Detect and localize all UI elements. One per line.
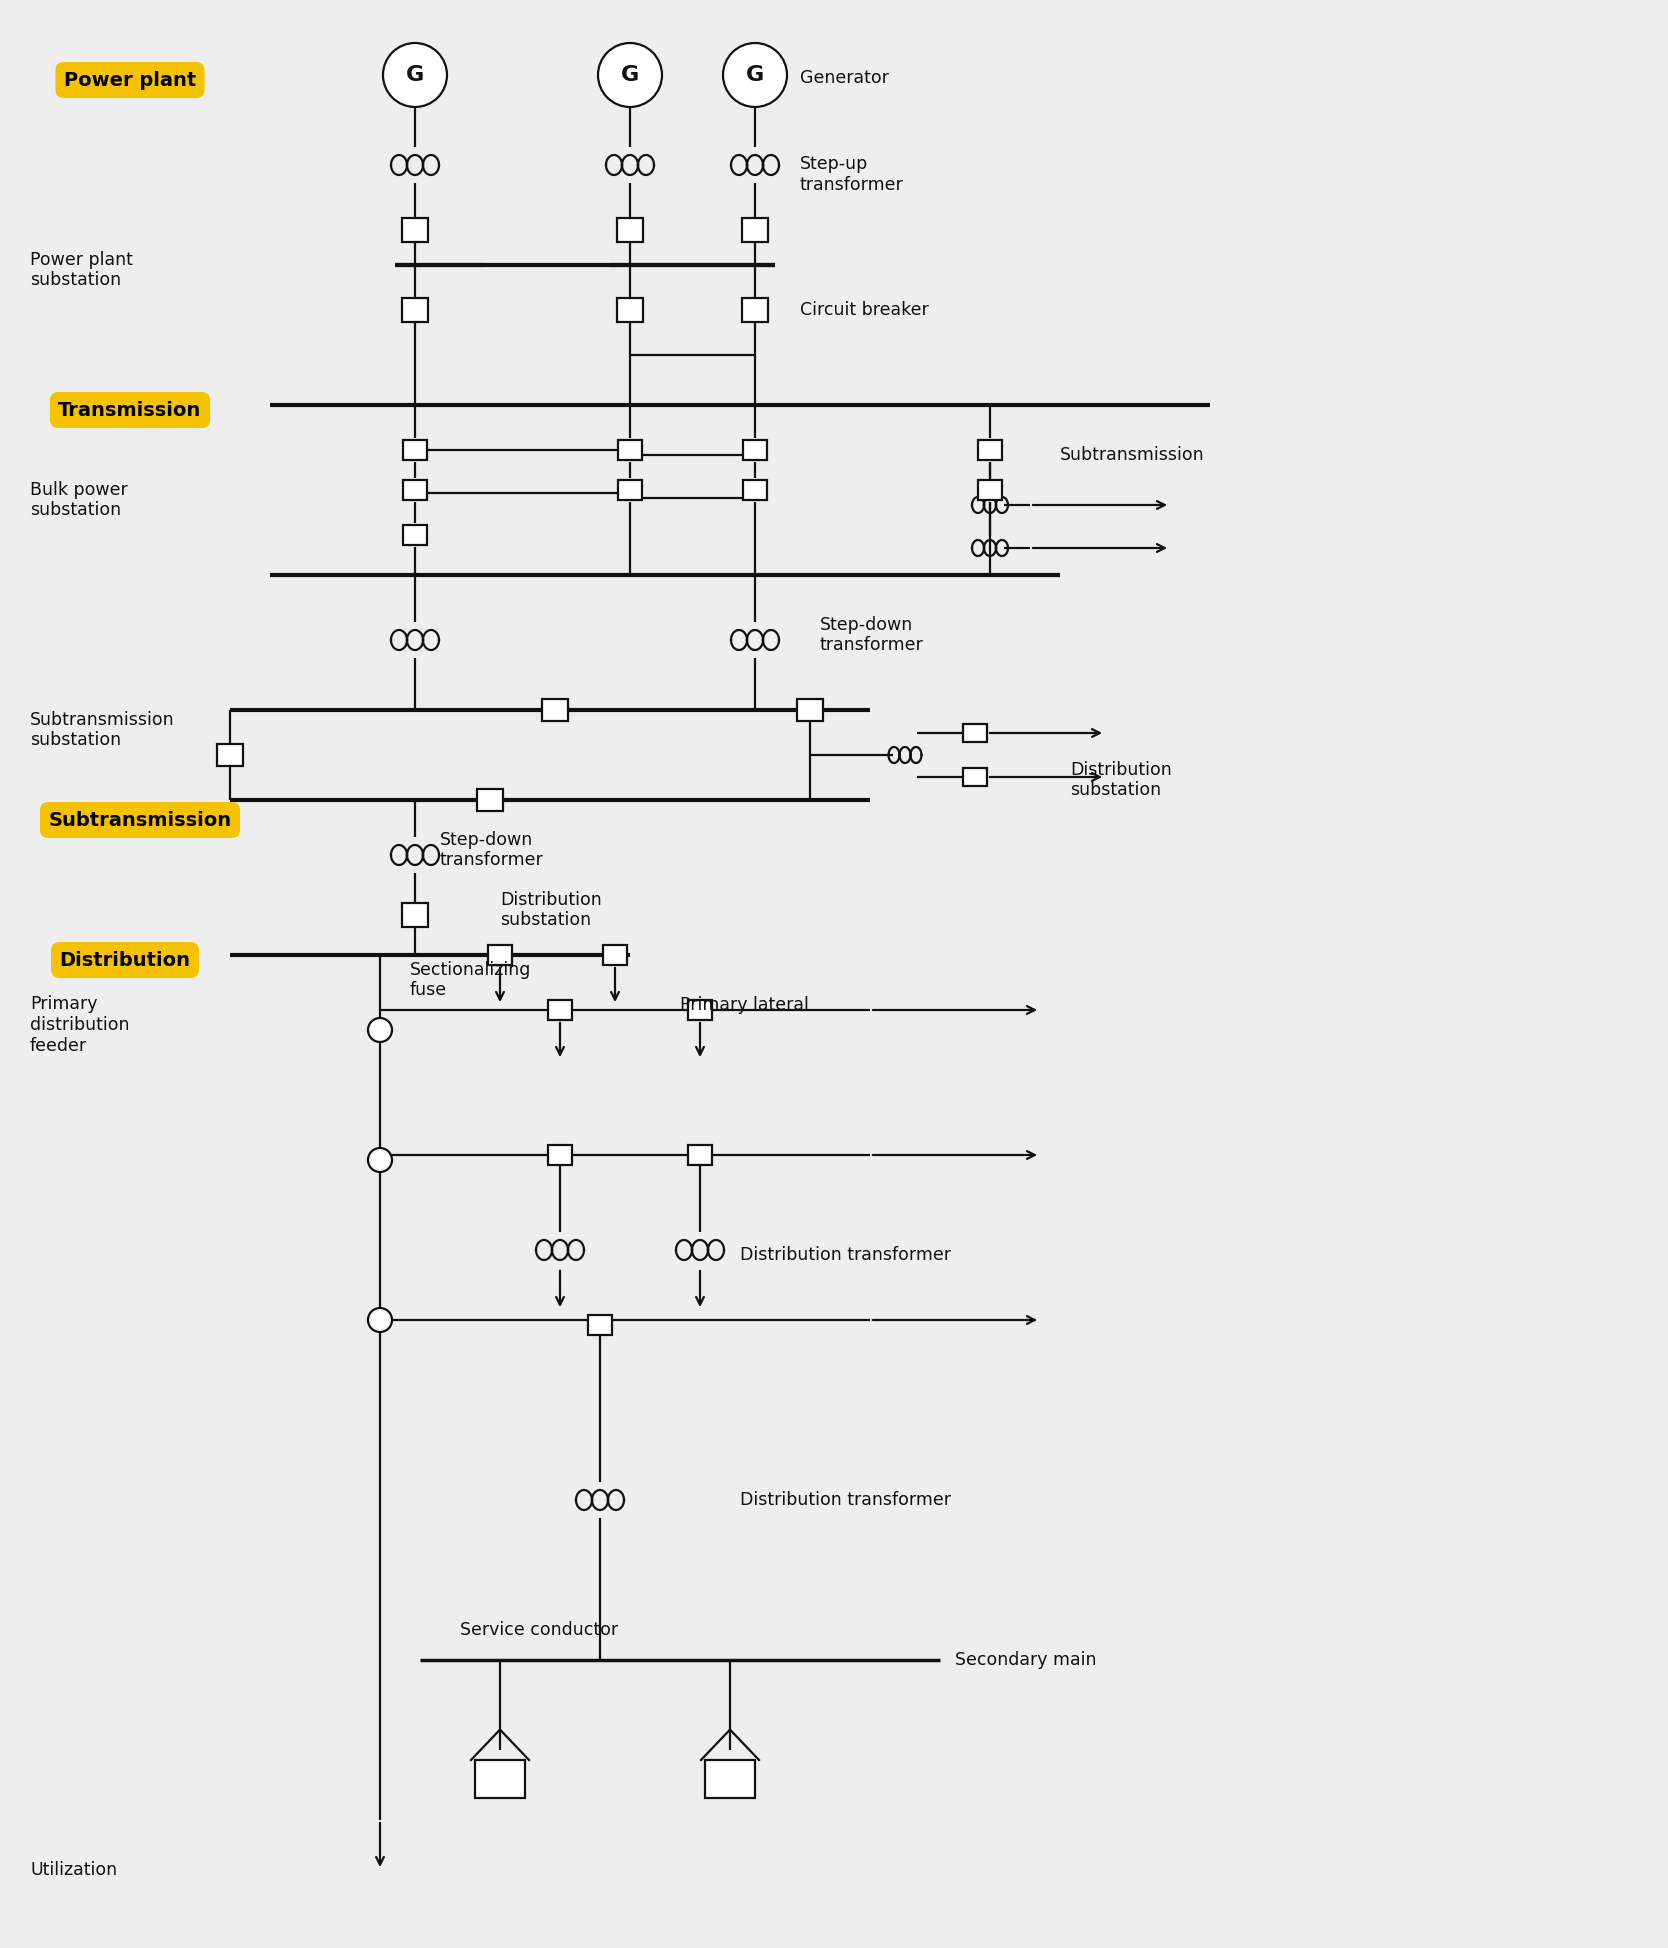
Bar [217,744,244,766]
Bar [742,440,767,460]
Text: Subtransmission: Subtransmission [48,810,232,830]
Bar [402,218,429,242]
Circle shape [369,1019,392,1042]
Text: G: G [746,64,764,86]
Text: G: G [405,64,424,86]
Bar [404,526,427,545]
Text: Bulk power
substation: Bulk power substation [30,481,128,520]
Text: Generator: Generator [801,68,889,88]
Text: Transmission: Transmission [58,401,202,419]
Text: Service conductor: Service conductor [460,1621,619,1638]
Bar [617,218,642,242]
Bar [742,218,767,242]
Bar [977,479,1002,501]
Text: Step-up
transformer: Step-up transformer [801,156,904,193]
Text: Sectionalizing
fuse: Sectionalizing fuse [410,960,532,999]
Bar [977,440,1002,460]
Text: Primary lateral: Primary lateral [681,995,809,1015]
Text: Primary
distribution
feeder: Primary distribution feeder [30,995,130,1054]
Circle shape [384,43,447,107]
Bar [404,479,427,501]
Text: Utilization: Utilization [30,1860,117,1880]
Text: Subtransmission
substation: Subtransmission substation [30,711,175,750]
Bar [619,440,642,460]
Bar [687,999,712,1021]
Bar [477,789,504,810]
Circle shape [369,1307,392,1332]
Text: Secondary main: Secondary main [956,1652,1096,1669]
Bar [687,1145,712,1165]
Bar [542,699,569,721]
Text: Power plant: Power plant [63,70,197,90]
Bar [742,298,767,321]
Bar [706,1759,756,1798]
Bar [402,904,429,927]
Text: Power plant
substation: Power plant substation [30,251,133,290]
Text: Step-down
transformer: Step-down transformer [440,830,544,869]
Bar [475,1759,525,1798]
Bar [549,1145,572,1165]
Bar [962,725,987,742]
Circle shape [599,43,662,107]
Text: Distribution transformer: Distribution transformer [741,1247,951,1264]
Text: Distribution
substation: Distribution substation [500,890,602,929]
Bar [742,479,767,501]
Bar [604,945,627,964]
Bar [962,768,987,785]
Circle shape [722,43,787,107]
Bar [589,1315,612,1334]
Bar [402,298,429,321]
Bar [489,945,512,964]
Text: G: G [620,64,639,86]
Text: Distribution transformer: Distribution transformer [741,1490,951,1510]
Bar [549,999,572,1021]
Circle shape [369,1147,392,1173]
Text: Distribution
substation: Distribution substation [1069,760,1171,799]
Bar [797,699,822,721]
Bar [617,298,642,321]
Bar [404,440,427,460]
Text: Circuit breaker: Circuit breaker [801,302,929,319]
Text: Step-down
transformer: Step-down transformer [821,616,924,655]
Bar [619,479,642,501]
Text: Subtransmission: Subtransmission [1059,446,1204,464]
Text: Distribution: Distribution [60,951,190,970]
